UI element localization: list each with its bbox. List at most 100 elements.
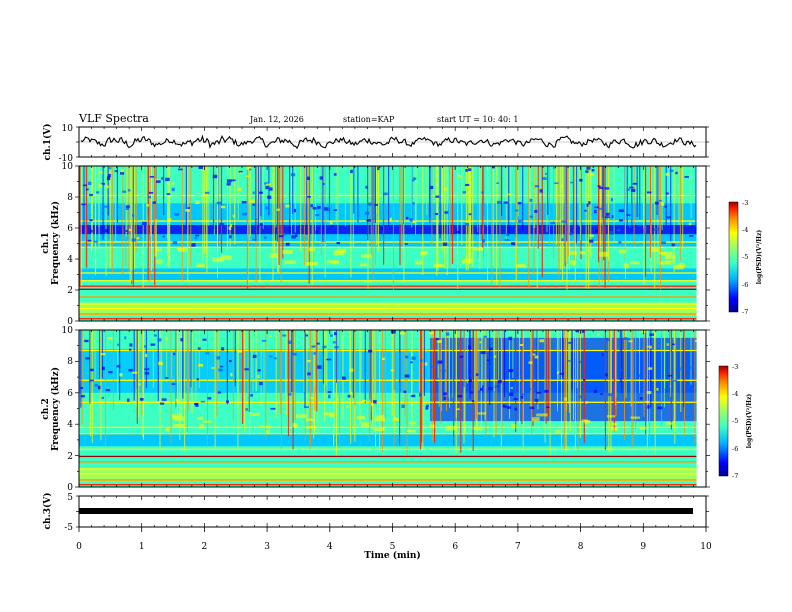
ch2-spec-chorus-11: [510, 424, 516, 429]
ch2-ytick-4: 4: [67, 420, 73, 430]
ch1-spec-speckle-165: [230, 224, 233, 228]
ch1-spec-speckle-132: [142, 221, 147, 226]
ch1-spec-sferic-1: [371, 166, 373, 227]
ch2-spec-speckle-135: [686, 366, 692, 369]
ch2-spec-sferic-206: [89, 330, 91, 404]
ch1-spec-speckle-5: [380, 226, 383, 231]
chart-title: VLF Spectra: [78, 112, 149, 125]
ch2-spec-speckle-217: [173, 352, 176, 356]
ch2-spec-sferic-251: [339, 330, 341, 448]
ch2-spec-sferic-86: [466, 330, 468, 384]
ch2-spec-speckle-166: [424, 362, 428, 366]
ch2-spec-sferic-204: [117, 330, 119, 407]
ch2-spec-speckle-52: [646, 391, 652, 394]
ch2-spec-speckle-7: [304, 406, 309, 409]
ch1-spec-speckle-139: [310, 204, 313, 208]
ch1-spec-chorus-19: [282, 249, 293, 255]
ch2-spec-speckle-118: [583, 379, 586, 381]
ch2-spec-speckle-80: [520, 395, 524, 399]
ch2-spec-speckle-101: [328, 394, 331, 399]
ch2-spec-line-1: [79, 479, 697, 481]
ch1-spec-speckle-42: [264, 182, 269, 185]
ch1-spec-speckle-174: [515, 209, 519, 212]
ch1-spec-sferic-204: [602, 166, 604, 218]
ch2-spec-sferic-42: [512, 330, 514, 379]
ch1-cbar-tick-m3: -3: [742, 199, 748, 207]
ch2-spec-sferic-224: [217, 330, 219, 381]
ch2-spec-speckle-65: [150, 343, 156, 346]
ch1-spec-sferic-140: [482, 166, 484, 260]
ch2-spec-speckle-197: [307, 372, 311, 376]
ch2-spec-speckle-204: [282, 334, 287, 337]
ch1-spec-speckle-18: [165, 177, 170, 182]
ch1-spec-sferic-235: [187, 166, 189, 283]
ch2-spec-sferic-192: [384, 330, 386, 420]
ch1-spec-sferic-252: [508, 166, 510, 235]
ch2-spec-sferic-171: [418, 330, 420, 392]
ch2-spec-sferic-186: [136, 330, 138, 424]
xtick-label-6: 6: [452, 542, 458, 552]
ch2-spec-sferic-81: [166, 330, 168, 383]
ch1-spec-speckle-191: [120, 169, 124, 173]
ch2-spec-speckle-113: [311, 345, 316, 348]
ch1-spec-speckle-31: [128, 228, 132, 232]
ch1-spec-speckle-46: [529, 215, 534, 218]
ch2-spec-speckle-86: [165, 337, 168, 341]
ch1-spec-speckle-48: [237, 187, 242, 191]
ch1-spec-speckle-115: [598, 207, 603, 210]
ch1-spec-speckle-83: [481, 191, 484, 194]
ch2-spec-sferic-22: [422, 330, 424, 448]
ch2-spec-sferic-142: [237, 330, 239, 410]
ch1-spec-speckle-106: [269, 187, 273, 191]
ch2-spec-sferic-8: [161, 330, 163, 404]
ch1-spec-sferic-238: [256, 166, 258, 219]
ch2-spec-sferic-245: [453, 330, 455, 446]
ch1-spec-speckle-7: [195, 200, 200, 204]
ch1-spec-speckle-164: [412, 179, 415, 182]
ch1-spec-sferic-131: [262, 166, 264, 229]
ch1-spec-speckle-13: [114, 170, 119, 173]
ch2-spec-speckle-186: [368, 349, 373, 353]
ch2-spec-sferic-219: [431, 330, 433, 442]
ch1-spec-sferic-212: [650, 166, 652, 272]
ch1-spec-sferic-153: [457, 166, 459, 290]
ch2-spec-speckle-96: [585, 401, 588, 404]
ch2-spec-speckle-167: [645, 400, 650, 403]
ch2-spec-speckle-195: [230, 373, 233, 377]
ch1-spec-speckle-98: [654, 228, 659, 231]
ch2-spec-speckle-138: [666, 343, 669, 346]
ch1-spec-speckle-125: [204, 191, 210, 194]
ch1-spec-speckle-187: [216, 201, 222, 205]
ch2-spec-sferic-222: [482, 330, 484, 386]
ch1-spectrogram-image: [79, 166, 706, 321]
ch2-spec-speckle-163: [605, 338, 610, 342]
ch2-spec-sferic-225: [255, 330, 257, 392]
ch1-spec-speckle-202: [172, 241, 178, 245]
ch1-spec-sferic-110: [644, 166, 647, 278]
ch2-spec-sferic-145: [138, 330, 140, 418]
ch2-spec-sferic-114: [474, 330, 476, 426]
ch1-spec-speckle-207: [561, 220, 566, 223]
ch2-spec-speckle-146: [566, 360, 571, 362]
ch1-spec-sferic-195: [208, 166, 210, 226]
ch2-spec-chorus-24: [445, 425, 458, 431]
ch2-spec-chorus-28: [172, 424, 185, 427]
ch1-spec-sferic-163: [678, 166, 680, 226]
ch1-spec-sferic-116: [441, 166, 443, 251]
ch1-spec-speckle-144: [185, 208, 190, 212]
ch2-spec-speckle-66: [211, 367, 216, 369]
ch2-spec-sferic-170: [568, 330, 570, 413]
ch2-spec-speckle-48: [469, 378, 472, 383]
ch2-spec-chorus-21: [374, 414, 384, 417]
ch1-spec-sferic-171: [461, 166, 463, 246]
ch1-spec-speckle-146: [661, 241, 666, 245]
ch2-spec-sferic-191: [664, 330, 666, 389]
ch2-spec-sferic-63: [645, 330, 647, 435]
ch2-cbar-tick-m6: -6: [732, 445, 738, 453]
ch1-spec-sferic-144: [280, 166, 282, 284]
ch2-spec-sferic-189: [94, 330, 96, 382]
ch1-spec-chorus-15: [212, 257, 224, 263]
ch2-spec-sferic-207: [141, 330, 143, 415]
ch2-spec-speckle-143: [101, 396, 104, 400]
ch2-spec-speckle-145: [489, 347, 493, 351]
